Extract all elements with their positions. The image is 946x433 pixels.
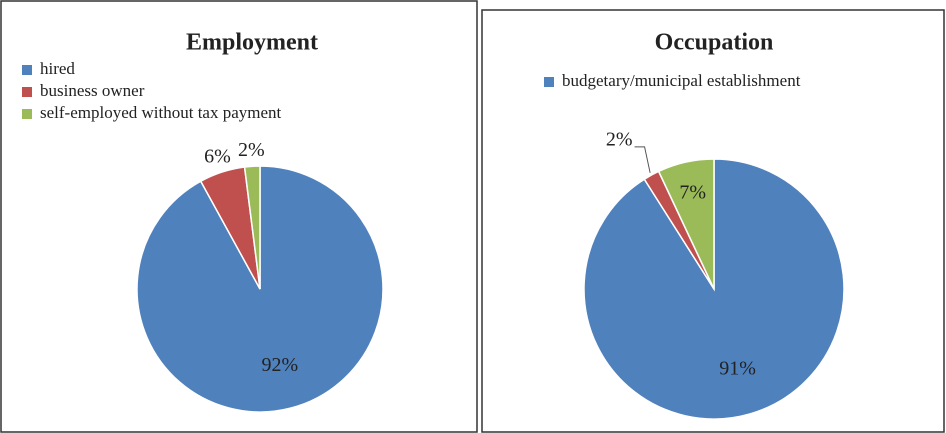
data-label: 6% bbox=[204, 146, 231, 168]
pie-slice bbox=[583, 158, 845, 420]
legend-label: hired bbox=[40, 59, 75, 78]
data-label: 7% bbox=[679, 181, 706, 203]
leader-line bbox=[634, 146, 651, 173]
data-label: 2% bbox=[238, 139, 265, 161]
legend-label: business owner bbox=[40, 81, 145, 100]
legend-swatch bbox=[544, 77, 554, 87]
chart-title: Occupation bbox=[655, 30, 774, 56]
panel-border bbox=[481, 9, 945, 433]
legend-label: self-employed without tax payment bbox=[40, 103, 282, 122]
data-label: 2% bbox=[606, 128, 633, 150]
chart-title: Employment bbox=[186, 30, 318, 56]
pie-slice bbox=[243, 165, 261, 290]
data-label: 91% bbox=[719, 358, 756, 380]
pie-slice bbox=[657, 158, 715, 290]
legend-swatch bbox=[22, 65, 32, 75]
legend-swatch bbox=[22, 87, 32, 97]
data-label: 92% bbox=[262, 354, 299, 376]
legend-label: budgetary/municipal establishment bbox=[562, 71, 801, 90]
panel-border bbox=[0, 0, 478, 433]
legend-swatch bbox=[22, 109, 32, 119]
